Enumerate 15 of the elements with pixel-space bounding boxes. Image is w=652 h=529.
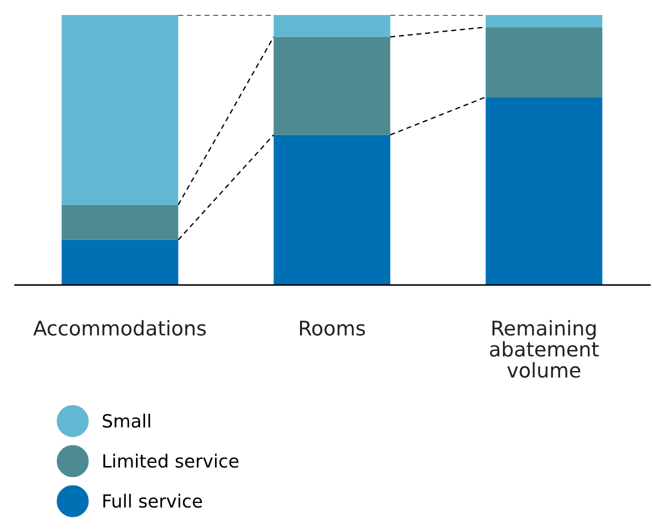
x-tick-label: Accommodations bbox=[33, 320, 206, 336]
bar bbox=[274, 36, 390, 135]
bar bbox=[486, 15, 602, 28]
x-tick-label: Rooms bbox=[300, 320, 365, 336]
bar bbox=[62, 15, 178, 205]
bar bbox=[486, 27, 602, 98]
bar bbox=[274, 134, 390, 285]
legend-label: Limited service bbox=[103, 454, 238, 468]
legend-label: Full service bbox=[103, 494, 202, 508]
x-tick-label: Remaining abatement volume bbox=[490, 320, 599, 378]
bar bbox=[274, 15, 390, 37]
legend-label: Small bbox=[102, 414, 150, 428]
bar bbox=[62, 204, 178, 240]
bar bbox=[62, 240, 178, 285]
bar bbox=[486, 97, 602, 285]
